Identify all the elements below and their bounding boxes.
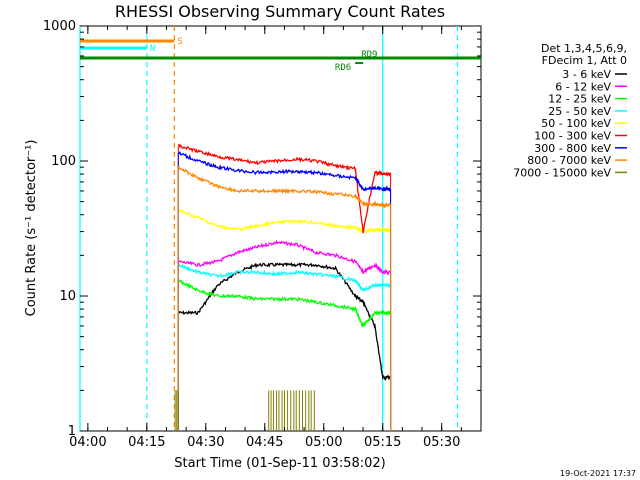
x-axis: 04:00 04:15 04:30 04:45 05:00 05:15 05:30 (69, 26, 482, 450)
series-line-5 (177, 143, 392, 234)
legend-header-0: Det 1,3,4,5,6,9, (541, 42, 627, 55)
flag-bars: S N RD9 RD6 (80, 37, 481, 73)
legend-label-0: 3 - 6 keV (562, 68, 611, 81)
series-line-4 (178, 209, 392, 235)
x-axis-label: Start Time (01-Sep-11 03:58:02) (174, 456, 385, 471)
y-tick-label-1: 10 (59, 289, 76, 304)
plot-timestamp: 19-Oct-2021 17:37 (560, 469, 636, 478)
y-tick-label-0: 1 (68, 424, 76, 439)
flag-label-rd6: RD6 (335, 63, 351, 73)
plot-frame (79, 25, 482, 432)
y-tick-label-2: 100 (51, 154, 76, 169)
series-line-0 (178, 261, 392, 381)
legend-label-4: 50 - 100 keV (541, 117, 611, 130)
x-tick-label-6: 05:30 (423, 435, 460, 450)
x-tick-label-1: 04:15 (128, 435, 165, 450)
series-lines (174, 143, 392, 431)
series-line-2 (178, 279, 392, 328)
x-tick-label-2: 04:30 (187, 435, 224, 450)
legend-label-1: 6 - 12 keV (555, 80, 611, 93)
y-axis: 1 10 100 1000 (43, 19, 481, 439)
flag-label-n: N (150, 44, 155, 54)
series-line-1 (177, 239, 392, 276)
legend-label-2: 12 - 25 keV (548, 93, 611, 106)
y-axis-label: Count Rate (s⁻¹ detector⁻¹) (24, 140, 39, 317)
legend-label-6: 300 - 800 keV (534, 142, 611, 155)
series-line-3 (177, 263, 392, 292)
x-tick-label-3: 04:45 (246, 435, 283, 450)
flag-label-s: S (177, 37, 182, 47)
legend-header-1: FDecim 1, Att 0 (542, 54, 627, 67)
legend-label-3: 25 - 50 keV (548, 105, 611, 118)
series-line-7 (177, 165, 392, 209)
chart-title: RHESSI Observing Summary Count Rates (115, 2, 445, 21)
legend: Det 1,3,4,5,6,9,FDecim 1, Att 03 - 6 keV… (513, 42, 627, 179)
y-tick-label-3: 1000 (43, 19, 76, 34)
x-tick-label-0: 04:00 (69, 435, 106, 450)
legend-label-7: 800 - 7000 keV (527, 154, 611, 167)
legend-label-8: 7000 - 15000 keV (513, 166, 611, 179)
flag-label-rd9: RD9 (361, 50, 377, 60)
series-line-6 (177, 150, 392, 193)
x-tick-label-5: 05:15 (364, 435, 401, 450)
vertical-markers (79, 26, 459, 431)
x-tick-label-4: 05:00 (305, 435, 342, 450)
legend-label-5: 100 - 300 keV (534, 130, 611, 143)
